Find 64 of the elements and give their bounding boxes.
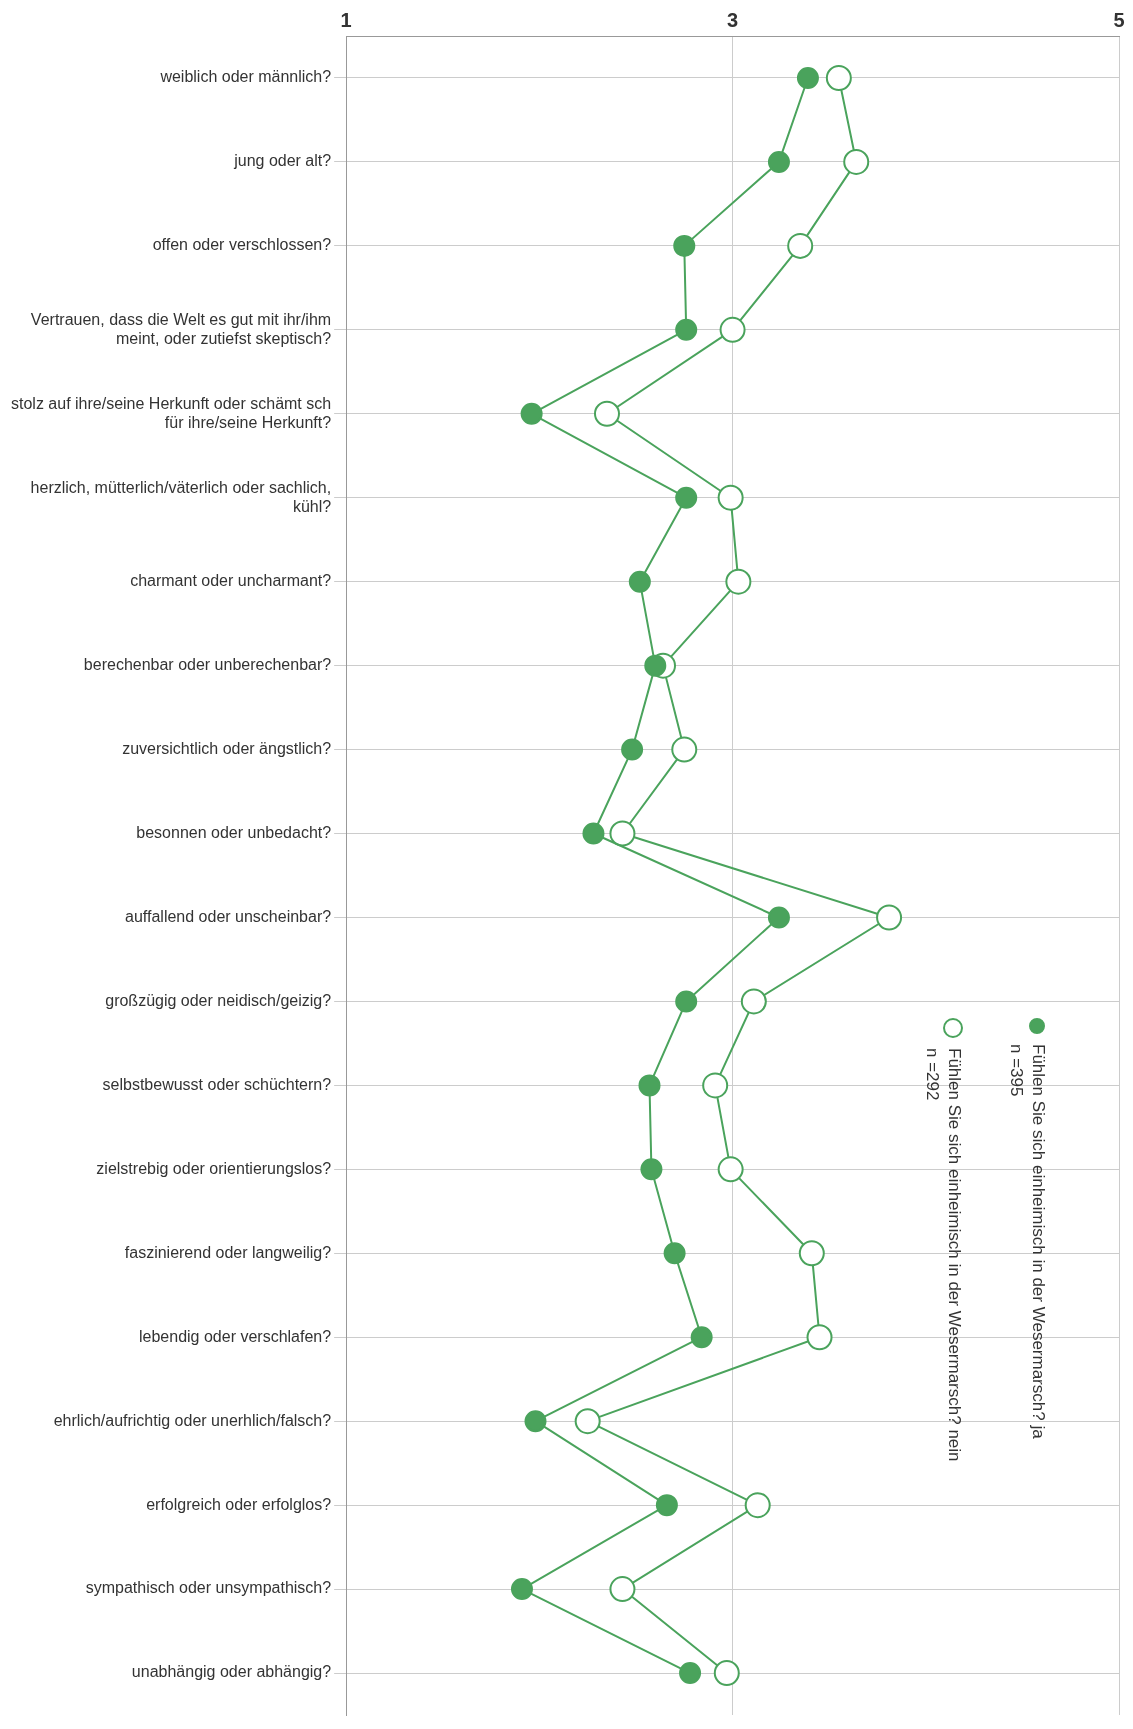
point [675,990,698,1013]
point [582,822,605,845]
point [825,64,852,91]
point [574,1408,601,1435]
point [609,1576,636,1603]
point [609,820,636,847]
legend-label: Fühlen Sie sich einheimisch in der Wesermarsch? ja n =395 [1006,1044,1049,1439]
point [638,1074,661,1097]
point [673,234,696,257]
point [675,486,698,509]
point [655,1494,678,1517]
point [725,568,752,595]
point [628,570,651,593]
point [806,1324,833,1351]
y-tick-label: charmant oder uncharmant? [130,572,332,590]
y-tick-label: offen oder verschlossen? [152,236,332,254]
point [671,736,698,763]
y-tick-label: sympathisch oder unsympathisch? [85,1579,332,1597]
point [593,400,620,427]
y-tick-label: auffallend oder unscheinbar? [125,907,332,925]
y-tick-label: selbstbewusst oder schüchtern? [102,1075,332,1093]
point [663,1242,686,1265]
point [787,232,814,259]
point [520,402,543,425]
y-tick-label: unabhängig oder abhängig? [131,1663,332,1681]
y-tick-label: zielstrebig oder orientierungslos? [96,1159,332,1177]
x-tick-label: 1 [340,8,352,31]
point [510,1578,533,1601]
y-tick-label: großzügig oder neidisch/geizig? [105,991,332,1009]
y-tick-label: berechenbar oder unberechenbar? [83,656,332,674]
y-tick-label: ehrlich/aufrichtig oder unerhlich/falsch? [53,1411,332,1429]
point [675,318,698,341]
y-tick-label: herzlich, mütterlich/väterlich oder sachlich, kühl? [30,478,332,515]
point [640,1158,663,1181]
x-tick-label: 5 [1113,8,1125,31]
point [717,1156,744,1183]
point [843,148,870,175]
point [719,316,746,343]
point [713,1660,740,1687]
point [702,1072,729,1099]
point [644,654,667,677]
y-tick-label: lebendig oder verschlafen? [139,1327,332,1345]
point [717,484,744,511]
legend-label: Fühlen Sie sich einheimisch in der Wesermarsch? nein n =292 [922,1048,965,1462]
y-tick-label: erfolgreich oder erfolglos? [146,1495,332,1513]
point [621,738,644,761]
point [767,906,790,929]
y-tick-label: jung oder alt? [233,152,332,170]
point [740,988,767,1015]
point [798,1240,825,1267]
y-tick-label: weiblich oder männlich? [159,68,332,86]
point [690,1326,713,1349]
point [679,1662,702,1685]
point [796,66,819,89]
point [524,1410,547,1433]
point [767,150,790,173]
y-tick-label: stolz auf ihre/seine Herkunft oder schämt sch für ihre/seine Herkunft? [10,394,332,431]
point [744,1492,771,1519]
point [876,904,903,931]
y-tick-label: Vertrauen, dass die Welt es gut mit ihr/ihm meint, oder zutiefst skeptisch? [30,310,332,347]
y-tick-label: faszinierend oder langweilig? [124,1243,332,1261]
y-tick-label: besonnen oder unbedacht? [136,823,332,841]
x-tick-label: 3 [727,8,739,31]
y-tick-label: zuversichtlich oder ängstlich? [122,739,332,757]
